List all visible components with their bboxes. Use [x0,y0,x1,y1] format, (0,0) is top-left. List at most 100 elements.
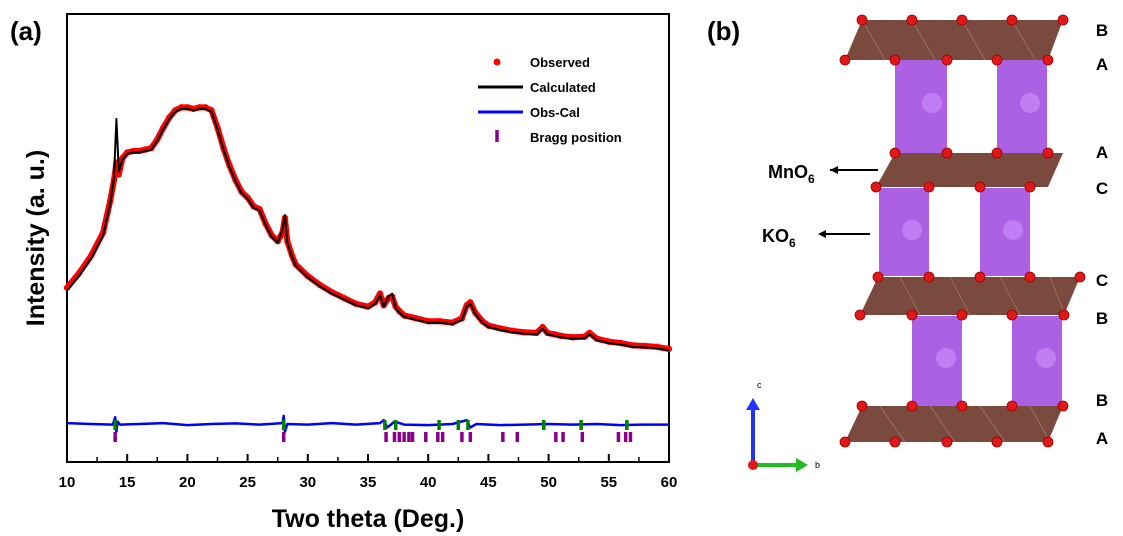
stacking-label: B [1096,309,1108,328]
oxygen-atom [1006,309,1018,321]
x-tick-label: 35 [360,474,377,491]
oxygen-atom [870,181,882,193]
observed-point [115,171,122,178]
mno6-layer [860,277,1080,315]
x-tick-label: 15 [119,474,136,491]
legend-marker [493,58,501,66]
k-atom [902,220,922,240]
oxygen-atom [974,181,986,193]
legend-item: Calculated [478,80,596,95]
mno6-layer [876,153,1063,187]
c-axis-arrow-head [746,398,760,410]
series-unnamed-4 [113,420,629,430]
observed-point [376,290,384,297]
oxygen-atom [941,147,953,159]
x-tick-label: 10 [59,474,76,491]
x-tick-label: 25 [239,474,256,491]
stacking-label: B [1096,21,1108,40]
mno6-arrow-head [830,166,838,174]
stacking-label: A [1096,55,1108,74]
oxygen-atom [1024,181,1036,193]
xrd-chart: 10 15 20 25 30 35 40 45 50 55 60 Two theta (Deg.) … [22,13,678,533]
c-axis-label: c [757,380,762,390]
oxygen-atom [839,54,851,66]
y-axis-label: Intensity (a. u.) [22,150,50,326]
series-layer [63,104,673,442]
k-atom [1020,93,1040,113]
series-obs-cal [66,414,669,434]
stacking-label: A [1096,143,1108,162]
series-line [66,107,670,352]
ko6-prisms [879,60,1062,406]
oxygen-atom [1042,436,1054,448]
x-tick-label: 20 [179,474,196,491]
oxygen-atom [923,181,935,193]
oxygen-atom [889,436,901,448]
k-atom [922,93,942,113]
x-tick-label: 50 [540,474,557,491]
legend-item: Observed [493,55,590,70]
oxygen-atom [889,54,901,66]
legend-label: Calculated [530,80,596,95]
series-bragg-position [113,432,633,442]
panel-a-label: (a) [10,16,42,46]
stacking-label: A [1096,429,1108,448]
mno6-annotation: MnO6 [768,162,815,186]
x-tick-label: 55 [600,474,617,491]
series-calculated [66,107,670,352]
series-line [66,414,669,434]
oxygen-atom [991,147,1003,159]
mno6-layer [845,406,1063,442]
oxygen-atom [923,271,935,283]
oxygen-atom [1074,271,1086,283]
oxygen-atom [1006,14,1018,26]
oxygen-atom [906,14,918,26]
b-axis-arrow-head [796,458,808,472]
stacking-label: C [1096,179,1108,198]
x-axis-label: Two theta (Deg.) [272,505,465,533]
legend-item: Bragg position [495,130,622,145]
panel-b-label: (b) [707,16,741,46]
oxygen-atom [974,271,986,283]
b-axis-label: b [815,460,820,470]
oxygen-atom [956,14,968,26]
x-tick-label: 30 [299,474,316,491]
x-axis-tick-labels: 10 15 20 25 30 35 40 45 50 55 60 [59,474,678,491]
observed-point [665,345,673,353]
k-atom [1003,220,1023,240]
oxygen-atom [1006,400,1018,412]
oxygen-atom [872,271,884,283]
ko6-annotation: KO6 [762,226,796,250]
oxygen-atom [1042,54,1054,66]
oxygen-atom [856,14,868,26]
oxygen-atom [889,147,901,159]
stacking-label: C [1096,271,1108,290]
oxygen-atom [991,436,1003,448]
observed-point [539,323,546,331]
legend: Observed Calculated Obs-Cal Bragg position [478,55,622,145]
oxygen-atom [906,400,918,412]
k-atom [1036,348,1056,368]
oxygen-atom [956,400,968,412]
ko6-arrow-head [818,230,826,238]
origin-atom [748,460,758,470]
legend-item: Obs-Cal [478,105,580,120]
oxygen-atom [1024,271,1036,283]
k-atom [936,348,956,368]
x-axis-ticks [66,454,670,462]
legend-label: Bragg position [530,130,622,145]
oxygen-atom [1058,309,1070,321]
oxygen-atom [856,400,868,412]
oxygen-atom [1042,147,1054,159]
mno6-layer [845,20,1063,60]
oxygen-atom [854,309,866,321]
legend-label: Obs-Cal [530,105,580,120]
x-tick-label: 45 [480,474,497,491]
oxygen-atom [906,309,918,321]
oxygen-atom [839,436,851,448]
oxygen-atom [941,436,953,448]
legend-label: Observed [530,55,590,70]
